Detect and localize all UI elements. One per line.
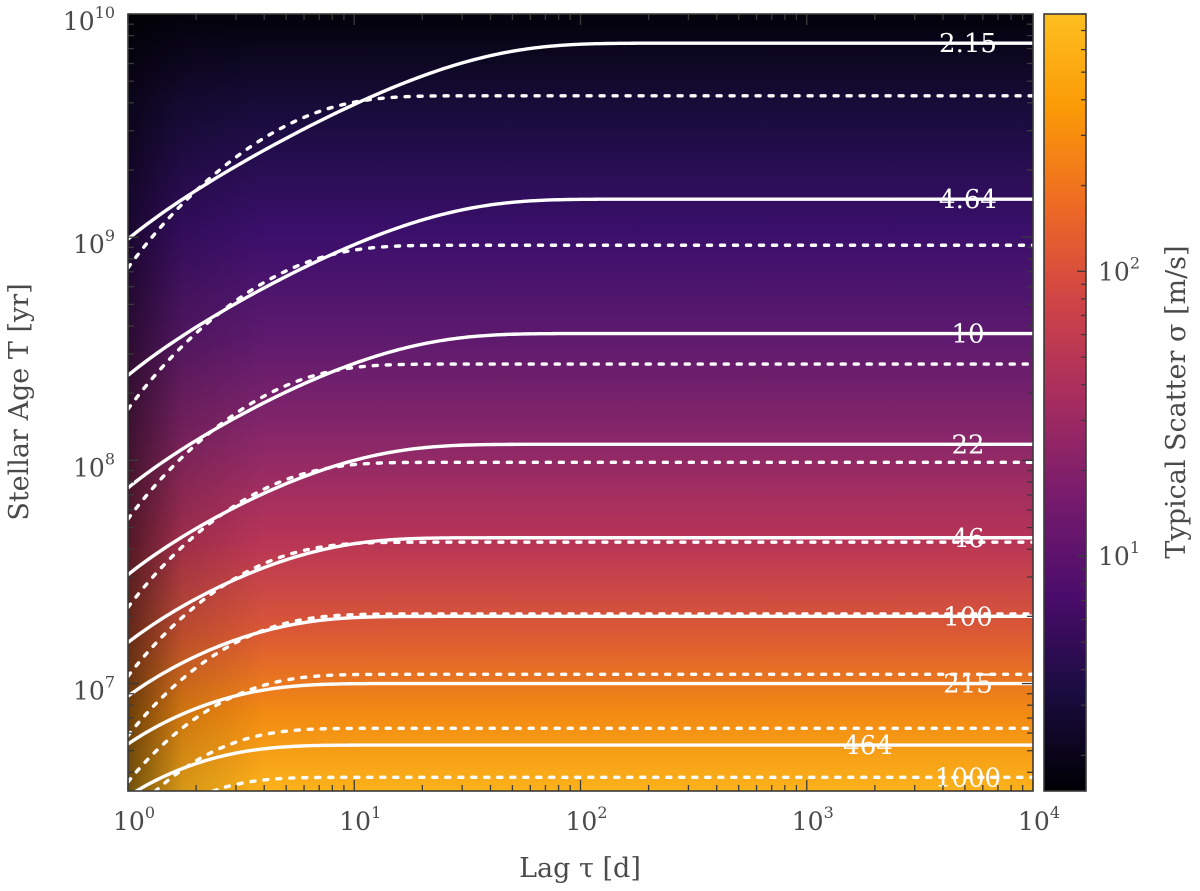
contour-solid-10 [128, 331, 1033, 490]
colorbar: 101 102 Typical Scatter σ [m/s] [1043, 13, 1192, 792]
contour-dotted-100 [128, 612, 1033, 738]
colorbar-label: Typical Scatter σ [m/s] [1161, 245, 1192, 558]
x-tick-label-2: 102 [566, 803, 608, 836]
contour-solid-215 [128, 681, 1033, 746]
contour-label-464: 464 [843, 731, 893, 761]
contour-labels: 2.15 4.64 10 22 46 100 215 464 1000 [843, 29, 1001, 793]
contour-solid-464 [133, 743, 1033, 791]
contour-dotted-1000 [208, 775, 1033, 791]
contour-label-46: 46 [951, 524, 984, 554]
colorbar-ticks [1077, 13, 1086, 757]
colorbar-tick-labels: 101 102 [1098, 253, 1140, 571]
contour-label-22: 22 [951, 430, 984, 460]
contour-solid-100 [128, 614, 1033, 698]
contour-label-4.64: 4.64 [939, 185, 997, 215]
contour-label-1000: 1000 [935, 763, 1001, 793]
contour-dotted-4.64 [128, 243, 1033, 411]
contour-label-100: 100 [943, 602, 993, 632]
contour-dotted-464 [153, 726, 1033, 791]
x-tick-labels: 100 101 102 103 104 [113, 803, 1060, 836]
colorbar-gradient [1043, 13, 1087, 792]
contour-solid-46 [128, 536, 1033, 644]
x-tick-label-3: 103 [792, 803, 834, 836]
contour-solid-4.64 [128, 197, 1033, 377]
contour-solid-2.15 [128, 41, 1033, 241]
contour-solid-22 [128, 442, 1033, 576]
y-tick-label-10: 1010 [63, 3, 115, 36]
y-tick-label-8: 108 [73, 449, 115, 482]
x-tick-label-4: 104 [1018, 803, 1060, 836]
contour-dotted-46 [128, 540, 1033, 678]
contour-dotted-22 [128, 460, 1033, 610]
contour-dotted-215 [128, 672, 1033, 784]
contour-label-10: 10 [951, 320, 984, 350]
y-axis-label: Stellar Age T [yr] [4, 283, 35, 520]
y-tick-label-9: 109 [73, 226, 115, 259]
x-tick-label-0: 100 [113, 803, 155, 836]
y-tick-labels: 107 108 109 1010 [63, 3, 115, 706]
colorbar-tick-label-2: 102 [1098, 253, 1140, 286]
contour-label-2.15: 2.15 [939, 29, 997, 59]
plot-area: 2.15 4.64 10 22 46 100 215 464 1000 [127, 13, 1034, 793]
axis-ticks [127, 14, 1034, 791]
x-axis-label: Lag τ [d] [519, 853, 641, 884]
x-tick-label-1: 101 [339, 803, 381, 836]
contour-label-215: 215 [943, 670, 993, 700]
contour-dotted-10 [128, 362, 1033, 521]
colorbar-tick-label-1: 101 [1098, 538, 1140, 571]
contour-lines [128, 41, 1033, 791]
y-tick-label-7: 107 [73, 673, 115, 706]
